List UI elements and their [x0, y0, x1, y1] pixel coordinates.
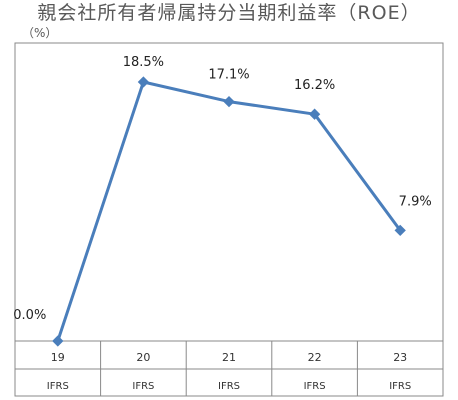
plot-frame [14, 42, 444, 397]
chart-title: 親会社所有者帰属持分当期利益率（ROE） [37, 2, 421, 24]
data-label: 16.2% [294, 78, 335, 93]
data-point [223, 95, 235, 108]
x-tick-label-year: 20 [136, 351, 150, 364]
series-line [56, 80, 402, 343]
data-label: 17.1% [208, 68, 249, 83]
data-point [394, 224, 406, 237]
x-tick-label-year: 19 [51, 351, 65, 364]
data-label: 0.0% [13, 308, 46, 323]
x-tick-label-year: 23 [393, 351, 407, 364]
x-tick-label-basis: IFRS [132, 381, 154, 392]
data-point [137, 76, 150, 88]
data-label: 7.9% [399, 194, 432, 209]
unit-label: （%） [22, 26, 58, 40]
x-tick-label-basis: IFRS [389, 381, 411, 392]
x-tick-label-basis: IFRS [218, 381, 240, 392]
data-label: 18.5% [123, 55, 164, 70]
x-tick-label-basis: IFRS [304, 381, 326, 392]
data-point [52, 335, 64, 347]
x-tick-label-year: 21 [222, 351, 236, 364]
x-tick-label-basis: IFRS [47, 381, 69, 392]
x-tick-label-year: 22 [308, 351, 322, 364]
